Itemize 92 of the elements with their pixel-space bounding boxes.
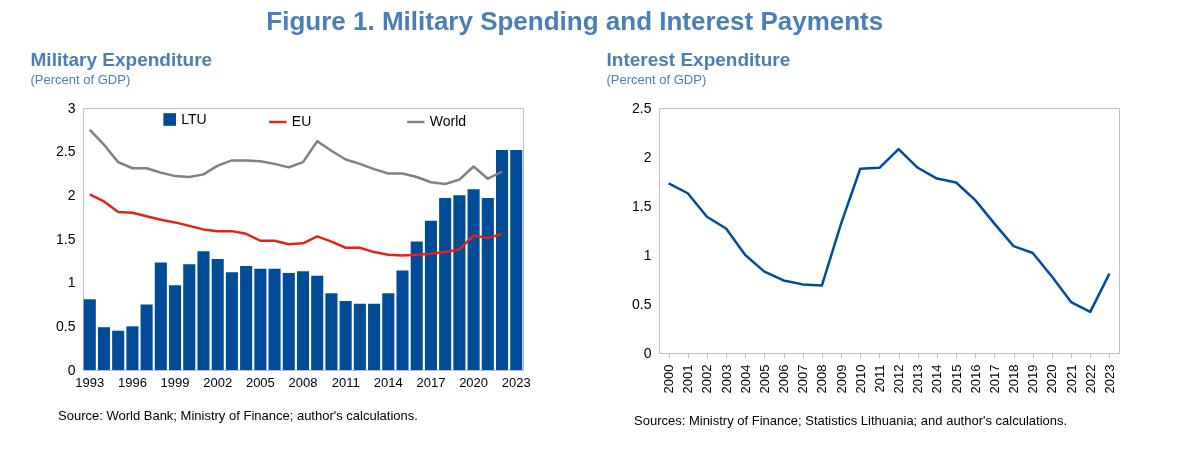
bar bbox=[83, 299, 96, 370]
x-tick-label: 2002 bbox=[699, 364, 715, 394]
x-tick-label: 2021 bbox=[1063, 364, 1079, 394]
x-tick-label: 2014 bbox=[373, 374, 403, 390]
x-tick-label: 2016 bbox=[967, 364, 983, 394]
y-axis-title: (Percent of GDP) bbox=[30, 72, 131, 87]
bar bbox=[240, 266, 253, 370]
x-tick-label: 2011 bbox=[331, 374, 360, 390]
legend-label: EU bbox=[291, 113, 312, 129]
y-tick-label: 0 bbox=[643, 344, 652, 361]
x-tick-label: 2020 bbox=[1044, 364, 1060, 394]
x-tick-label: 2002 bbox=[203, 374, 233, 390]
bar bbox=[154, 262, 167, 370]
legend-label: World bbox=[429, 113, 467, 129]
bar bbox=[296, 271, 310, 370]
chart-title: Military Expenditure bbox=[30, 49, 213, 70]
bar bbox=[382, 293, 395, 370]
bar bbox=[197, 251, 210, 370]
x-tick-label: 2005 bbox=[245, 374, 275, 390]
x-tick-label: 2012 bbox=[891, 364, 907, 394]
y-tick-label: 0 bbox=[67, 361, 76, 378]
y-tick-label: 2 bbox=[643, 148, 652, 165]
y-tick-label: 0.5 bbox=[632, 295, 652, 312]
line-series bbox=[667, 147, 1111, 314]
bar bbox=[453, 195, 466, 370]
bar bbox=[268, 268, 281, 370]
source-note: Sources: Ministry of Finance; Statistics Lithuania; and author's calculations. bbox=[634, 413, 1068, 428]
x-tick-label: 2008 bbox=[814, 364, 830, 394]
line-series bbox=[88, 193, 504, 257]
bar bbox=[254, 268, 267, 370]
bar bbox=[225, 272, 238, 370]
bar bbox=[510, 149, 523, 370]
x-tick-label: 2011 bbox=[871, 364, 887, 393]
bar bbox=[126, 326, 139, 370]
x-tick-label: 2017 bbox=[986, 364, 1002, 394]
x-tick-label: 2008 bbox=[288, 374, 318, 390]
bar bbox=[396, 270, 409, 370]
bar bbox=[112, 330, 125, 370]
x-tick-label: 2019 bbox=[1025, 364, 1041, 394]
x-tick-label: 2020 bbox=[459, 374, 489, 390]
chart-title: Interest Expenditure bbox=[606, 49, 791, 70]
bar bbox=[339, 301, 352, 370]
bar bbox=[325, 293, 338, 370]
bar bbox=[211, 259, 224, 370]
bar bbox=[183, 264, 196, 370]
x-tick-label: 2004 bbox=[737, 364, 753, 394]
x-tick-label: 2017 bbox=[416, 374, 446, 390]
y-tick-label: 1.5 bbox=[56, 230, 76, 247]
bar bbox=[353, 303, 366, 370]
x-tick-label: 2000 bbox=[661, 364, 677, 394]
bar bbox=[410, 241, 423, 370]
caption: Figure 1. Military Spending and Interest Payments bbox=[266, 5, 884, 36]
bar bbox=[495, 149, 509, 370]
x-tick-label: 2007 bbox=[795, 364, 811, 394]
line-series bbox=[88, 128, 504, 186]
bar bbox=[169, 285, 182, 370]
bar bbox=[97, 327, 111, 370]
y-tick-label: 2.5 bbox=[56, 143, 76, 160]
y-tick-label: 1 bbox=[643, 246, 652, 263]
x-tick-label: 2023 bbox=[501, 374, 531, 390]
bar bbox=[282, 273, 295, 370]
x-tick-label: 2014 bbox=[929, 364, 945, 394]
x-tick-label: 1996 bbox=[117, 374, 147, 390]
x-tick-label: 2022 bbox=[1082, 364, 1098, 394]
x-tick-label: 2009 bbox=[833, 364, 849, 394]
bar bbox=[439, 197, 452, 370]
x-tick-label: 2006 bbox=[776, 364, 792, 394]
bar bbox=[140, 304, 153, 370]
x-tick-label: 2003 bbox=[718, 364, 734, 394]
source-note: Source: World Bank; Ministry of Finance; author's calculations. bbox=[58, 408, 418, 423]
y-tick-label: 3 bbox=[67, 99, 76, 116]
x-tick-label: 2018 bbox=[1006, 364, 1022, 394]
x-tick-label: 2015 bbox=[948, 364, 964, 394]
y-tick-label: 1.5 bbox=[632, 197, 652, 214]
x-tick-label: 2001 bbox=[680, 364, 696, 394]
y-axis-title: (Percent of GDP) bbox=[606, 72, 707, 87]
x-tick-label: 1999 bbox=[160, 374, 190, 390]
bar bbox=[368, 303, 381, 370]
bar bbox=[467, 189, 480, 370]
bar bbox=[481, 197, 494, 370]
bar bbox=[311, 275, 324, 370]
x-tick-label: 2013 bbox=[910, 364, 926, 394]
bar bbox=[424, 220, 437, 370]
x-tick-label: 2005 bbox=[756, 364, 772, 394]
y-tick-label: 2.5 bbox=[632, 99, 652, 116]
x-tick-label: 1993 bbox=[75, 374, 105, 390]
legend-label: LTU bbox=[181, 110, 207, 127]
x-tick-label: 2023 bbox=[1101, 364, 1117, 394]
y-tick-label: 0.5 bbox=[56, 317, 76, 334]
y-tick-label: 1 bbox=[67, 274, 76, 291]
y-tick-label: 2 bbox=[67, 186, 76, 203]
x-tick-label: 2010 bbox=[852, 364, 868, 394]
